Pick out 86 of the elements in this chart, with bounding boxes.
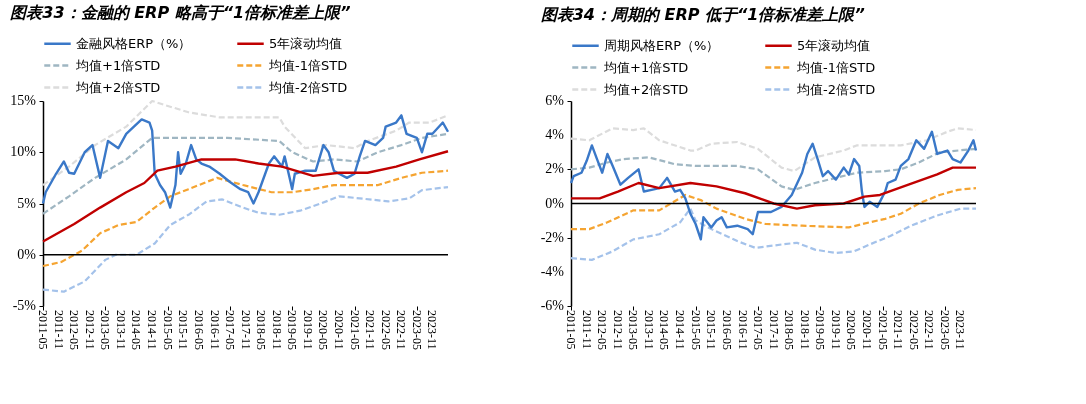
legend-label: 均值-2倍STD xyxy=(796,81,876,97)
x-tick-label: 2019-11 xyxy=(300,310,315,350)
x-tick-label: 2022-05 xyxy=(906,310,921,350)
x-tick-label: 2020-05 xyxy=(844,310,859,350)
y-tick-label: -5% xyxy=(12,298,37,313)
legend-label: 金融风格ERP（%） xyxy=(76,35,192,51)
x-tick-label: 2015-11 xyxy=(176,310,191,350)
legend-label: 均值+2倍STD xyxy=(603,81,689,97)
x-tick-label: 2022-11 xyxy=(922,310,937,350)
x-tick-label: 2019-11 xyxy=(828,310,843,350)
x-tick-label: 2023-05 xyxy=(937,310,952,350)
y-tick-label: 15% xyxy=(10,93,37,108)
x-tick-label: 2014-05 xyxy=(129,310,144,350)
y-tick-label: 2% xyxy=(545,161,565,177)
legend-label: 均值+1倍STD xyxy=(75,57,161,73)
x-tick-label: 2020-05 xyxy=(316,310,331,350)
legend-label: 均值-1倍STD xyxy=(268,57,348,73)
x-tick-label: 2017-05 xyxy=(222,310,237,350)
x-tick-label: 2019-05 xyxy=(813,310,828,350)
x-tick-label: 2012-11 xyxy=(82,310,97,350)
legend-label: 均值+1倍STD xyxy=(603,59,689,75)
x-tick-label: 2023-05 xyxy=(409,310,424,350)
legend-label: 周期风格ERP（%） xyxy=(604,37,720,53)
x-tick-label: 2013-11 xyxy=(114,310,129,350)
y-tick-label: -4% xyxy=(540,263,565,279)
x-tick-label: 2011-11 xyxy=(51,310,66,350)
x-tick-label: 2011-11 xyxy=(579,310,594,350)
line-series xyxy=(569,130,978,241)
x-tick-label: 2018-11 xyxy=(797,310,812,350)
line-series xyxy=(41,169,450,268)
x-tick-label: 2020-11 xyxy=(860,310,875,350)
legend-label: 均值-1倍STD xyxy=(796,59,876,75)
y-tick-label: 0% xyxy=(17,246,37,262)
x-tick-label: 2019-05 xyxy=(285,310,300,350)
x-tick-label: 2017-11 xyxy=(766,310,781,350)
chart-title: 图表34：周期的 ERP 低于“1倍标准差上限” xyxy=(540,5,865,24)
x-tick-label: 2012-05 xyxy=(595,310,610,350)
x-tick-label: 2015-05 xyxy=(160,310,175,350)
x-tick-label: 2023-11 xyxy=(425,310,440,350)
legend-label: 5年滚动均值 xyxy=(269,35,343,51)
line-series xyxy=(569,207,978,261)
line-series xyxy=(41,186,450,293)
x-tick-label: 2014-11 xyxy=(145,310,160,350)
legend-label: 均值-2倍STD xyxy=(268,79,348,95)
x-tick-label: 2016-11 xyxy=(735,310,750,350)
line-series xyxy=(41,150,450,243)
x-tick-label: 2013-05 xyxy=(98,310,113,350)
x-tick-label: 2015-11 xyxy=(704,310,719,350)
line-series xyxy=(569,187,978,231)
x-tick-label: 2017-11 xyxy=(238,310,253,350)
x-tick-label: 2021-05 xyxy=(347,310,362,350)
y-tick-label: 10% xyxy=(10,144,37,160)
x-tick-label: 2012-11 xyxy=(610,310,625,350)
x-tick-label: 2018-05 xyxy=(254,310,269,350)
y-tick-label: 0% xyxy=(545,195,565,211)
x-tick-label: 2022-05 xyxy=(378,310,393,350)
line-series xyxy=(41,114,450,209)
x-tick-label: 2014-11 xyxy=(673,310,688,350)
line-series xyxy=(569,166,978,210)
chart-title: 图表33：金融的 ERP 略高于“1倍标准差上限” xyxy=(10,3,351,22)
y-tick-label: 4% xyxy=(545,127,565,143)
x-tick-label: 2020-11 xyxy=(332,310,347,350)
x-tick-label: 2018-11 xyxy=(269,310,284,350)
legend-label: 5年滚动均值 xyxy=(797,37,871,53)
x-tick-label: 2021-05 xyxy=(875,310,890,350)
x-tick-label: 2016-05 xyxy=(719,310,734,350)
x-tick-label: 2016-05 xyxy=(191,310,206,350)
x-tick-label: 2013-11 xyxy=(642,310,657,350)
x-tick-label: 2015-05 xyxy=(688,310,703,350)
x-tick-label: 2021-11 xyxy=(363,310,378,350)
x-tick-label: 2016-11 xyxy=(207,310,222,350)
x-tick-label: 2022-11 xyxy=(394,310,409,350)
y-tick-label: -2% xyxy=(540,229,565,245)
x-tick-label: 2011-05 xyxy=(564,310,578,350)
x-tick-label: 2014-05 xyxy=(657,310,672,350)
x-tick-label: 2012-05 xyxy=(67,310,82,350)
x-tick-label: 2017-05 xyxy=(750,310,765,350)
x-tick-label: 2011-05 xyxy=(36,310,50,350)
y-tick-label: -6% xyxy=(540,298,565,313)
x-tick-label: 2023-11 xyxy=(953,310,968,350)
y-tick-label: 5% xyxy=(17,195,37,211)
x-tick-label: 2021-11 xyxy=(891,310,906,350)
legend-label: 均值+2倍STD xyxy=(75,79,161,95)
x-tick-label: 2018-05 xyxy=(782,310,797,350)
x-tick-label: 2013-05 xyxy=(626,310,641,350)
y-tick-label: 6% xyxy=(545,93,565,108)
